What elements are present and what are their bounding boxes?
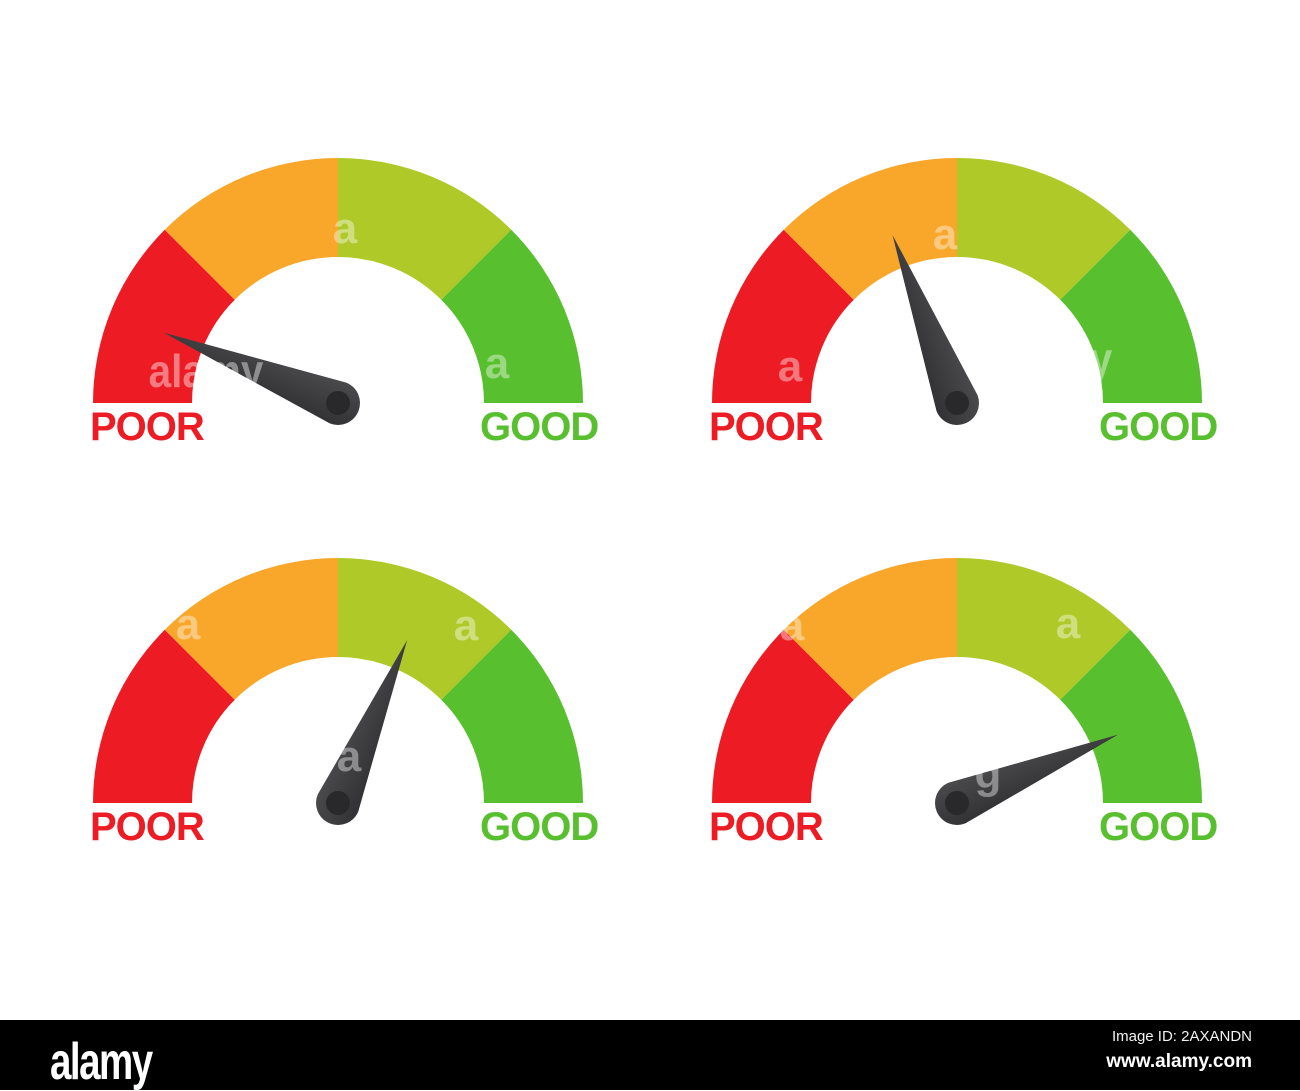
gauge-segment-orange: [783, 558, 957, 700]
image-id-text: Image ID: 2AXANDN: [1111, 1028, 1252, 1045]
poor-label: POOR: [709, 405, 824, 449]
gauge-segment-green: [441, 229, 583, 403]
gauge-meter-bottom-left: POOR GOOD: [90, 558, 599, 868]
alamy-logo: alamy: [50, 1033, 153, 1091]
poor-label: POOR: [90, 805, 205, 849]
gauge-needle: [892, 234, 979, 425]
gauge-segment-lime: [957, 558, 1131, 700]
gauge-segment-orange: [164, 158, 338, 300]
gauge-segment-green: [1060, 229, 1202, 403]
gauge-meter-top-left: POOR GOOD: [90, 158, 599, 468]
gauge-arc-svg: [712, 158, 1202, 425]
poor-label: POOR: [90, 405, 205, 449]
gauge-needle: [163, 332, 361, 426]
gauge-segment-red: [93, 229, 235, 403]
gauge-meter-bottom-right: POOR GOOD: [709, 558, 1218, 868]
stock-footer-bar: alamy Image ID: 2AXANDN www.alamy.com: [0, 1020, 1300, 1090]
gauge-segment-orange: [164, 558, 338, 700]
gauge-arc-svg: [93, 558, 583, 826]
good-label: GOOD: [1099, 405, 1218, 449]
alamy-url-text: www.alamy.com: [1106, 1051, 1252, 1072]
good-label: GOOD: [480, 405, 599, 449]
poor-label: POOR: [709, 805, 824, 849]
good-label: GOOD: [1099, 805, 1218, 849]
gauge-segment-orange: [783, 158, 957, 300]
gauge-segment-green: [441, 629, 583, 803]
needle-pivot-hole: [945, 391, 969, 415]
good-label: GOOD: [480, 805, 599, 849]
gauge-arc-svg: [93, 158, 583, 426]
image-meta: Image ID: 2AXANDN www.alamy.com: [1106, 1028, 1252, 1073]
gauge-arc-svg: [712, 558, 1202, 826]
gauge-segment-lime: [957, 158, 1131, 300]
gauge-segment-red: [93, 629, 235, 803]
gauge-needle: [315, 640, 408, 826]
gauge-segment-lime: [338, 558, 512, 700]
needle-pivot-hole: [945, 791, 969, 815]
gauge-segment-red: [712, 629, 854, 803]
needle-pivot-hole: [326, 391, 350, 415]
gauge-segment-green: [1060, 629, 1202, 803]
gauge-segment-red: [712, 229, 854, 403]
gauge-needle: [934, 734, 1119, 826]
gauge-meter-top-right: POOR GOOD: [709, 158, 1218, 468]
gauge-segment-lime: [338, 158, 512, 300]
needle-pivot-hole: [326, 791, 350, 815]
